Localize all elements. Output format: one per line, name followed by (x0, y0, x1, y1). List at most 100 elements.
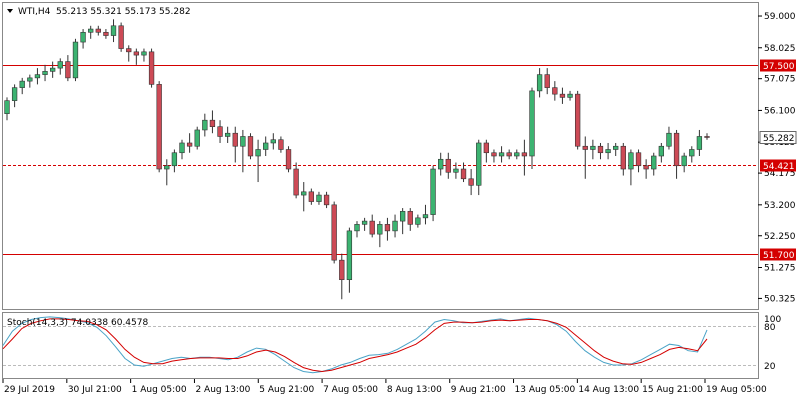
candle-body (72, 41, 79, 79)
x-tick-label: 19 Aug 05:00 (706, 385, 767, 395)
candle (658, 142, 665, 163)
candle (224, 126, 231, 143)
y-tick-label: 53.200 (764, 201, 796, 211)
price-level-badge (760, 59, 796, 72)
candle-body (620, 145, 626, 170)
candle (148, 48, 155, 88)
candle-body (323, 194, 330, 206)
candle-body (110, 25, 117, 36)
candle (430, 165, 436, 222)
candle (240, 129, 246, 173)
candle-body (42, 71, 48, 75)
candle-body (567, 93, 573, 98)
candle-body (95, 28, 101, 33)
candle-body (521, 152, 528, 157)
y-tick-label: 58.025 (764, 44, 796, 54)
candle (285, 146, 292, 173)
x-tick-label: 5 Aug 21:00 (259, 385, 314, 395)
stoch-signal-line (2, 318, 708, 373)
candle (88, 25, 94, 39)
candle-body (346, 230, 353, 281)
candle-body (651, 155, 657, 170)
candle (301, 182, 307, 212)
price-level-label: 51.700 (763, 251, 795, 261)
candle (141, 48, 147, 62)
candle-body (224, 132, 231, 137)
candle-body (696, 136, 703, 150)
candle-body (354, 224, 360, 232)
candle (80, 29, 86, 49)
candle-body (476, 142, 482, 186)
candle-body (681, 155, 687, 167)
candle (354, 221, 360, 238)
osc-level-20: 20 (764, 362, 776, 372)
candle-body (80, 31, 86, 43)
candle-body (11, 87, 18, 101)
candle (498, 146, 505, 163)
candle (232, 126, 238, 163)
candle-body (34, 74, 41, 79)
candle (171, 149, 178, 173)
main-pane-frame (2, 2, 759, 310)
candle (164, 159, 170, 186)
y-tick-label: 57.075 (764, 75, 796, 85)
candle (407, 208, 413, 231)
chevron-down-icon[interactable] (7, 9, 13, 13)
candle-body (19, 80, 25, 88)
candle (651, 152, 657, 176)
candle (202, 113, 208, 137)
candle (263, 136, 269, 156)
candle-body (49, 67, 56, 72)
candle (4, 97, 10, 121)
y-tick-label: 52.250 (764, 232, 796, 242)
y-tick-label: 54.175 (764, 169, 796, 179)
x-tick-label: 2 Aug 13:00 (195, 385, 250, 395)
candle (217, 120, 223, 143)
candle (445, 152, 451, 179)
candle (521, 139, 528, 176)
candle (620, 142, 626, 176)
candle (361, 217, 368, 231)
candle (110, 19, 117, 43)
candle (673, 129, 680, 179)
candle-body (384, 224, 391, 232)
osc-level-100: 100 (764, 315, 781, 325)
candle (567, 90, 573, 101)
candle (460, 162, 467, 183)
candle-body (392, 220, 398, 232)
candle-body (407, 211, 413, 225)
candle-body (186, 142, 193, 147)
x-tick-label: 7 Aug 05:00 (323, 385, 378, 395)
candle (65, 55, 71, 82)
candle-body (613, 145, 619, 150)
candle (133, 48, 140, 65)
candle-body (65, 61, 71, 79)
candle-body (552, 87, 558, 95)
current-price-label: 55.282 (763, 134, 795, 144)
candle (438, 152, 444, 176)
candle (628, 149, 634, 186)
candle-body (126, 48, 132, 53)
candle (491, 149, 497, 163)
candle-body (278, 139, 284, 150)
candle (415, 214, 421, 228)
candle (308, 188, 315, 205)
candle-body (156, 84, 162, 170)
candle-body (270, 139, 276, 144)
candle (559, 87, 566, 104)
x-tick-label: 14 Aug 13:00 (578, 385, 639, 395)
candle-body (164, 165, 170, 170)
candle (422, 204, 429, 225)
candle-body (369, 220, 375, 235)
candle (377, 221, 383, 248)
x-tick-label: 30 Jul 21:00 (68, 385, 122, 395)
candle-body (316, 194, 322, 202)
candle-body (194, 129, 200, 147)
candle (156, 81, 162, 173)
candle (42, 64, 48, 82)
y-tick-label: 56.100 (764, 106, 796, 116)
candle-body (308, 191, 315, 202)
candle (103, 29, 109, 39)
